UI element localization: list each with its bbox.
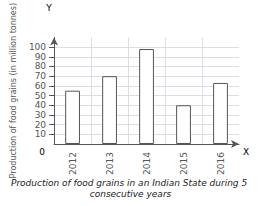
svg-text:90: 90 (35, 52, 47, 62)
svg-text:consecutive years: consecutive years (90, 189, 172, 199)
svg-text:2012: 2012 (68, 152, 78, 175)
svg-text:80: 80 (35, 61, 47, 71)
svg-text:0: 0 (39, 147, 45, 157)
svg-text:2015: 2015 (179, 152, 189, 175)
svg-text:Production of food grains in a: Production of food grains in an Indian S… (11, 178, 250, 188)
svg-text:10: 10 (35, 129, 47, 139)
svg-text:2014: 2014 (142, 152, 152, 175)
svg-text:X: X (243, 147, 249, 157)
svg-text:20: 20 (35, 120, 47, 130)
svg-text:Production of food grains (in: Production of food grains (in million to… (9, 3, 18, 178)
svg-text:30: 30 (35, 110, 47, 120)
svg-text:100: 100 (29, 42, 46, 52)
svg-text:2013: 2013 (105, 152, 115, 175)
svg-text:Y: Y (45, 3, 52, 13)
svg-text:70: 70 (35, 71, 47, 81)
svg-text:40: 40 (35, 100, 47, 110)
svg-text:50: 50 (35, 91, 47, 101)
svg-text:60: 60 (35, 81, 47, 91)
svg-text:2016: 2016 (216, 152, 226, 175)
